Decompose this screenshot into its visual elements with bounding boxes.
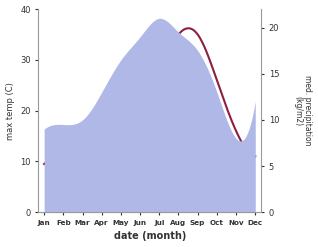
- X-axis label: date (month): date (month): [114, 231, 186, 242]
- Y-axis label: max temp (C): max temp (C): [5, 82, 15, 140]
- Y-axis label: med. precipitation
(kg/m2): med. precipitation (kg/m2): [293, 75, 313, 146]
